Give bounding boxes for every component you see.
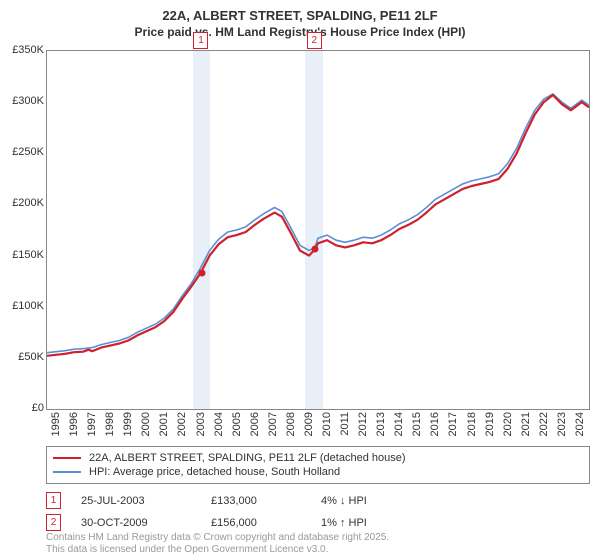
x-tick-label: 2019 — [484, 412, 496, 436]
x-tick-label: 2001 — [158, 412, 170, 436]
y-tick-label: £200K — [0, 197, 44, 209]
x-tick-label: 2022 — [538, 412, 550, 436]
legend-swatch — [53, 471, 81, 474]
x-tick-label: 2006 — [249, 412, 261, 436]
x-tick-label: 2011 — [339, 412, 351, 436]
event-row: 1 25-JUL-2003£133,0004% ↓ HPI — [46, 490, 421, 512]
x-tick-label: 2023 — [556, 412, 568, 436]
legend-swatch — [53, 457, 81, 460]
x-tick-label: 2013 — [375, 412, 387, 436]
x-tick-label: 2014 — [393, 412, 405, 436]
x-tick-label: 2024 — [574, 412, 586, 436]
x-tick-label: 2000 — [140, 412, 152, 436]
x-tick-label: 1997 — [86, 412, 98, 436]
attribution: Contains HM Land Registry data © Crown c… — [46, 532, 389, 556]
y-tick-label: £300K — [0, 95, 44, 107]
event-date: 30-OCT-2009 — [81, 517, 211, 529]
event-number: 1 — [46, 492, 61, 509]
x-tick-label: 2008 — [285, 412, 297, 436]
y-tick-label: £150K — [0, 249, 44, 261]
chart-subtitle: Price paid vs. HM Land Registry's House … — [0, 23, 600, 39]
x-tick-label: 2021 — [520, 412, 532, 436]
x-tick-label: 2012 — [357, 412, 369, 436]
event-marker: 1 — [193, 32, 208, 49]
event-row: 2 30-OCT-2009£156,0001% ↑ HPI — [46, 512, 421, 534]
y-tick-label: £50K — [0, 351, 44, 363]
legend-label: HPI: Average price, detached house, Sout… — [89, 466, 340, 478]
y-tick-label: £350K — [0, 44, 44, 56]
x-tick-label: 2009 — [303, 412, 315, 436]
x-tick-label: 2016 — [429, 412, 441, 436]
x-tick-label: 1995 — [50, 412, 62, 436]
x-tick-label: 1996 — [68, 412, 80, 436]
x-tick-label: 2020 — [502, 412, 514, 436]
plot-area — [46, 50, 590, 410]
event-delta: 1% ↑ HPI — [321, 517, 421, 529]
x-tick-label: 1999 — [122, 412, 134, 436]
x-tick-label: 2004 — [213, 412, 225, 436]
attribution-line1: Contains HM Land Registry data © Crown c… — [46, 532, 389, 544]
event-delta: 4% ↓ HPI — [321, 495, 421, 507]
legend-item: HPI: Average price, detached house, Sout… — [53, 465, 583, 479]
event-marker: 2 — [307, 32, 322, 49]
x-tick-label: 2005 — [231, 412, 243, 436]
event-number: 2 — [46, 514, 61, 531]
event-price: £156,000 — [211, 517, 321, 529]
x-tick-label: 2017 — [447, 412, 459, 436]
figure: 22A, ALBERT STREET, SPALDING, PE11 2LF P… — [0, 0, 600, 560]
events-table: 1 25-JUL-2003£133,0004% ↓ HPI 2 30-OCT-2009… — [46, 490, 421, 534]
legend-label: 22A, ALBERT STREET, SPALDING, PE11 2LF (… — [89, 452, 406, 464]
x-tick-label: 1998 — [104, 412, 116, 436]
x-tick-label: 2007 — [267, 412, 279, 436]
x-tick-label: 2015 — [411, 412, 423, 436]
legend: 22A, ALBERT STREET, SPALDING, PE11 2LF (… — [46, 446, 590, 484]
chart-title: 22A, ALBERT STREET, SPALDING, PE11 2LF — [0, 0, 600, 23]
attribution-line2: This data is licensed under the Open Gov… — [46, 544, 389, 556]
x-tick-label: 2003 — [195, 412, 207, 436]
legend-item: 22A, ALBERT STREET, SPALDING, PE11 2LF (… — [53, 451, 583, 465]
y-tick-label: £100K — [0, 300, 44, 312]
x-tick-label: 2002 — [176, 412, 188, 436]
y-tick-label: £250K — [0, 146, 44, 158]
series-line — [47, 95, 589, 356]
price-paid-point — [198, 269, 205, 276]
event-price: £133,000 — [211, 495, 321, 507]
price-paid-point — [311, 246, 318, 253]
y-tick-label: £0 — [0, 402, 44, 414]
series-svg — [47, 51, 589, 409]
event-date: 25-JUL-2003 — [81, 495, 211, 507]
series-line — [47, 94, 589, 353]
x-tick-label: 2018 — [466, 412, 478, 436]
x-tick-label: 2010 — [321, 412, 333, 436]
